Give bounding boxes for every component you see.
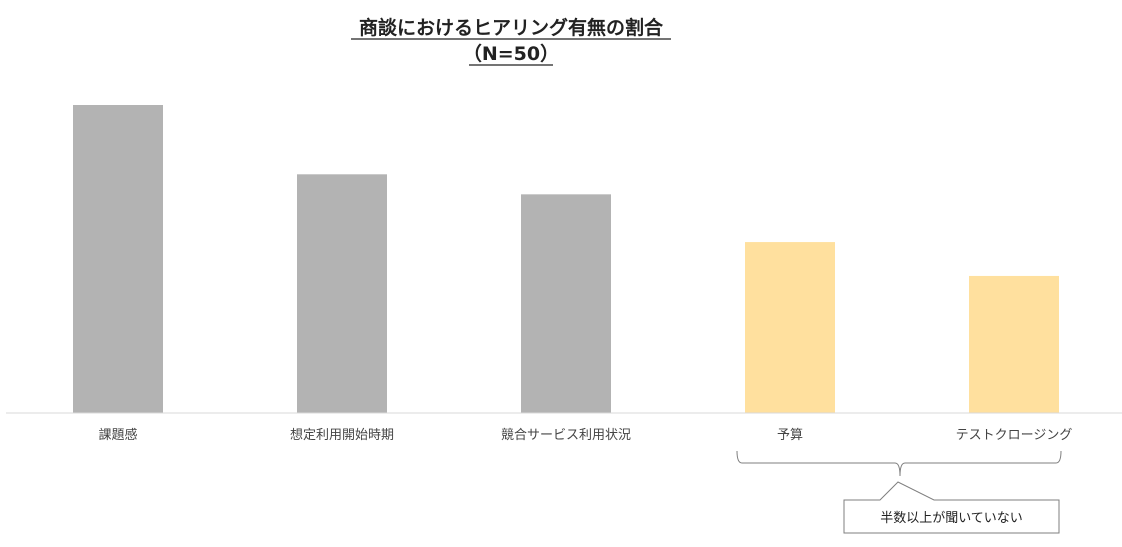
chart-subtitle: （N=50） — [463, 42, 559, 65]
x-tick-label-1: 想定利用開始時期 — [290, 427, 394, 443]
annotation-group: 半数以上が聞いていない — [736, 450, 1062, 534]
annotation-bracket — [736, 450, 1062, 477]
bar-0 — [73, 105, 163, 413]
annotation-text: 半数以上が聞いていない — [880, 511, 1023, 526]
bar-2 — [521, 194, 611, 413]
x-tick-label-2: 競合サービス利用状況 — [501, 428, 631, 443]
x-tick-labels: 課題感 想定利用開始時期 競合サービス利用状況 予算 テストクロージング — [98, 427, 1072, 443]
bar-1 — [297, 174, 387, 413]
x-tick-label-3: 予算 — [777, 428, 803, 443]
x-tick-label-0: 課題感 — [98, 427, 137, 443]
chart-title-group: 商談におけるヒアリング有無の割合 （N=50） — [351, 16, 671, 66]
bars-group — [73, 105, 1059, 413]
x-tick-label-4: テストクロージング — [956, 428, 1073, 443]
bar-3 — [745, 242, 835, 413]
annotation-callout-box — [843, 481, 1060, 534]
bar-4 — [969, 275, 1059, 413]
chart-title: 商談におけるヒアリング有無の割合 — [359, 16, 664, 39]
